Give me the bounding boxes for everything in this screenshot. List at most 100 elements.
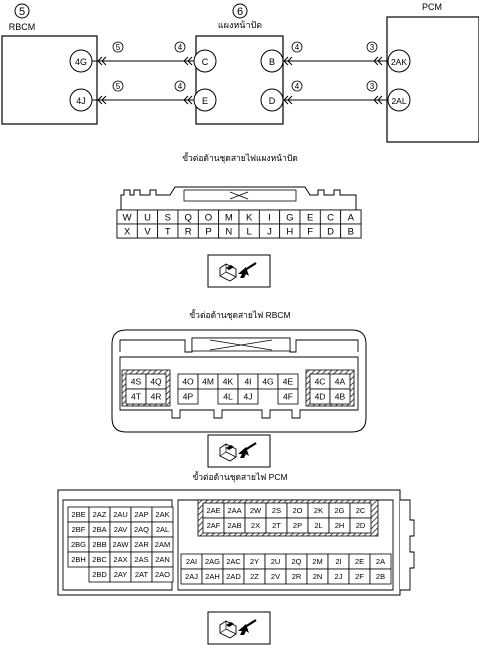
- pin-cell: [340, 223, 362, 239]
- wire-number: 3: [370, 43, 375, 52]
- pin-cell: [329, 388, 351, 405]
- pin-label: 2J: [335, 572, 343, 581]
- terminal-c-label: C: [202, 57, 209, 67]
- pcm-connector: 2BE 2AZ 2AU 2AP 2AK 2BF 2BA 2AV 2AQ 2AL 2BG 2BB 2AW 2…: [57, 489, 415, 596]
- pin-label: N: [225, 226, 232, 237]
- connector-symbol: [183, 95, 193, 105]
- pin-label: P: [205, 226, 211, 237]
- pin-label: 4P: [183, 392, 194, 402]
- pin-cell: [151, 566, 174, 583]
- pin-label: D: [327, 226, 334, 237]
- pin-label: 4E: [283, 377, 294, 387]
- pin-label: 2AV: [114, 525, 128, 534]
- wiring-section: 5 RBCM 6 แผงหน้าปัด PCM 4G 4J C E B D 2A…: [1, 2, 479, 143]
- pin-label: I: [268, 212, 271, 223]
- pin-label: 2F: [355, 572, 364, 581]
- connector-symbol: [283, 56, 293, 66]
- pin-label: 2E: [355, 557, 364, 566]
- pin-label: 4R: [151, 392, 162, 402]
- instrument-number: 6: [237, 6, 243, 18]
- pin-label: S: [165, 212, 171, 223]
- pin-label: 4Q: [150, 377, 162, 387]
- rbcm-connector-title: ขั้วต่อด้านชุดสายไฟ RBCM: [189, 309, 290, 321]
- pin-label: 2AW: [113, 540, 130, 549]
- pin-label: 4M: [202, 377, 214, 387]
- pin-label: 2AA: [227, 506, 241, 515]
- pin-label: 2AS: [134, 555, 148, 564]
- pin-label: 2AM: [155, 540, 170, 549]
- terminal-4j-label: 4J: [76, 96, 86, 106]
- pin-label: 4D: [315, 392, 326, 402]
- connector-symbol: [97, 56, 107, 66]
- pin-label: 2BG: [71, 540, 86, 549]
- terminal-e-label: E: [202, 96, 208, 106]
- pin-label: 2AP: [134, 510, 148, 519]
- pin-label: 2AL: [156, 525, 169, 534]
- pin-label: 2BB: [92, 540, 106, 549]
- pin-label: Q: [184, 212, 191, 223]
- pin-label: 4O: [182, 377, 194, 387]
- pin-cell: [177, 388, 199, 405]
- pin-label: B: [348, 226, 354, 237]
- view-direction-icon: [207, 434, 271, 468]
- pin-label: 2Q: [291, 557, 301, 566]
- wire-number: 3: [370, 82, 375, 91]
- pin-label: 2AQ: [134, 525, 149, 534]
- pin-label: 2K: [314, 506, 323, 515]
- pin-label: 2AT: [135, 570, 149, 579]
- wire-number-circle: [112, 80, 124, 92]
- pin-label: 2W: [250, 506, 262, 515]
- wire-number-circle: [174, 41, 186, 53]
- pin-cell: [237, 388, 259, 405]
- pin-label: 2A: [376, 557, 385, 566]
- pin-label: 2AU: [113, 510, 128, 519]
- pin-label: 2V: [271, 572, 280, 581]
- rbcm-number: 5: [19, 6, 25, 18]
- pcm-block: [386, 16, 479, 143]
- pin-label: 2X: [251, 521, 260, 530]
- pin-label: 2P: [293, 521, 302, 530]
- pin-label: 2AO: [155, 570, 170, 579]
- pin-label: 2U: [271, 557, 281, 566]
- pin-label: M: [225, 212, 233, 223]
- connector-symbol: [97, 95, 107, 105]
- pin-label: 2AG: [205, 557, 220, 566]
- pin-label: 2T: [272, 521, 281, 530]
- instrument-connector-title: ขั้วต่อด้านชุดสายไฟแผงหน้าปัด: [182, 152, 298, 164]
- terminal-b-label: B: [269, 57, 275, 67]
- rbcm-number-circle: [14, 3, 30, 19]
- instrument-name: แผงหน้าปัด: [218, 20, 262, 30]
- connector-symbol: [283, 95, 293, 105]
- wire-number: 4: [178, 82, 183, 91]
- wire-number: 4: [178, 43, 183, 52]
- pin-label: 4L: [223, 392, 233, 402]
- pin-label: 2AZ: [93, 510, 107, 519]
- pcm-name: PCM: [422, 2, 442, 12]
- pin-label: 2AR: [134, 540, 149, 549]
- pin-label: 4F: [283, 392, 293, 402]
- pin-label: 2C: [356, 506, 366, 515]
- wire-number-circle: [366, 80, 378, 92]
- pin-label: 2BH: [71, 555, 86, 564]
- pin-label: 4I: [244, 377, 251, 387]
- pin-label: 4A: [335, 377, 346, 387]
- pin-label: O: [205, 212, 212, 223]
- pin-label: 2AY: [114, 570, 128, 579]
- pin-label: X: [124, 226, 131, 237]
- pin-label: 2AN: [155, 555, 170, 564]
- pin-label: 4J: [244, 392, 253, 402]
- pin-label: 2S: [272, 506, 281, 515]
- pin-label: T: [165, 226, 171, 237]
- pin-label: 2H: [335, 521, 345, 530]
- pin-label: 2I: [335, 557, 341, 566]
- pin-label: 2BF: [72, 525, 86, 534]
- pin-label: 2AH: [205, 572, 220, 581]
- pin-label: 2BA: [92, 525, 106, 534]
- pin-label: 4T: [131, 392, 141, 402]
- pin-label: 2AD: [226, 572, 241, 581]
- pin-label: 2B: [376, 572, 385, 581]
- rbcm-connector: 4S 4Q 4T 4R 4O 4M 4K 4I 4G 4E 4P 4L 4J 4F 4C 4A 4D 4B: [111, 329, 367, 433]
- pin-label: K: [246, 212, 253, 223]
- pin-label: 2D: [356, 521, 366, 530]
